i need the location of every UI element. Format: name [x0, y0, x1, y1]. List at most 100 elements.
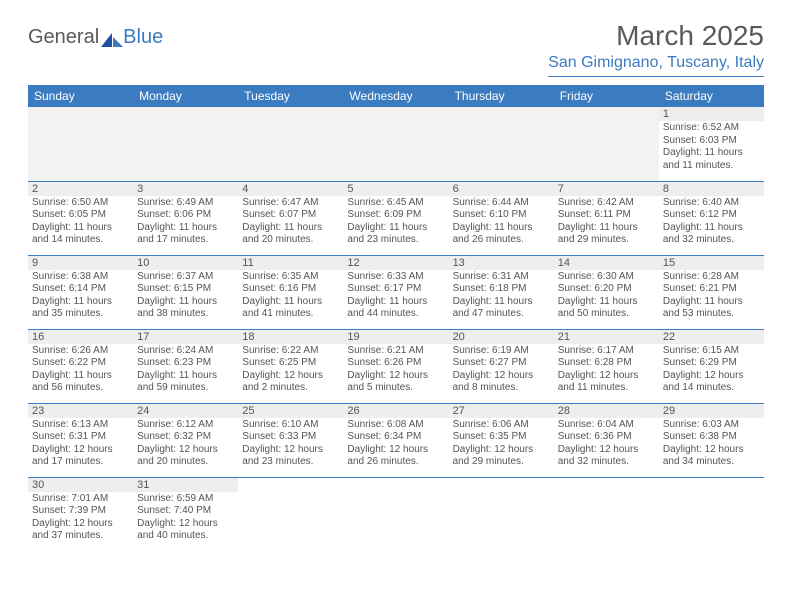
calendar-cell: 1Sunrise: 6:52 AMSunset: 6:03 PMDaylight… [659, 107, 764, 181]
sunset-text: Sunset: 6:28 PM [558, 357, 655, 370]
sunrise-text: Sunrise: 6:45 AM [347, 197, 444, 210]
sunset-text: Sunset: 6:16 PM [242, 283, 339, 296]
calendar-cell [28, 107, 133, 181]
sunset-text: Sunset: 6:17 PM [347, 283, 444, 296]
weekday-header: Thursday [449, 85, 554, 107]
daylight-text: Daylight: 12 hours and 5 minutes. [347, 370, 444, 395]
weekday-header: Saturday [659, 85, 764, 107]
daylight-text: Daylight: 11 hours and 38 minutes. [137, 296, 234, 321]
logo-text-1: General [28, 26, 99, 49]
calendar-cell: 21Sunrise: 6:17 AMSunset: 6:28 PMDayligh… [554, 329, 659, 403]
calendar-row: 2Sunrise: 6:50 AMSunset: 6:05 PMDaylight… [28, 181, 764, 255]
daylight-text: Daylight: 12 hours and 29 minutes. [453, 444, 550, 469]
daylight-text: Daylight: 12 hours and 26 minutes. [347, 444, 444, 469]
sunset-text: Sunset: 6:21 PM [663, 283, 760, 296]
logo-sail-icon [101, 30, 123, 46]
day-details: Sunrise: 6:10 AMSunset: 6:33 PMDaylight:… [238, 418, 343, 471]
sunrise-text: Sunrise: 6:24 AM [137, 345, 234, 358]
sunrise-text: Sunrise: 6:49 AM [137, 197, 234, 210]
calendar-cell: 5Sunrise: 6:45 AMSunset: 6:09 PMDaylight… [343, 181, 448, 255]
day-number: 3 [133, 182, 238, 196]
calendar-row: 30Sunrise: 7:01 AMSunset: 7:39 PMDayligh… [28, 477, 764, 551]
day-details: Sunrise: 6:38 AMSunset: 6:14 PMDaylight:… [28, 270, 133, 323]
sunset-text: Sunset: 7:40 PM [137, 505, 234, 518]
day-number: 22 [659, 330, 764, 344]
calendar-cell: 7Sunrise: 6:42 AMSunset: 6:11 PMDaylight… [554, 181, 659, 255]
calendar-cell: 25Sunrise: 6:10 AMSunset: 6:33 PMDayligh… [238, 403, 343, 477]
sunrise-text: Sunrise: 6:40 AM [663, 197, 760, 210]
sunset-text: Sunset: 6:36 PM [558, 431, 655, 444]
sunrise-text: Sunrise: 6:19 AM [453, 345, 550, 358]
calendar-cell: 31Sunrise: 6:59 AMSunset: 7:40 PMDayligh… [133, 477, 238, 551]
day-number: 31 [133, 478, 238, 492]
calendar-cell: 2Sunrise: 6:50 AMSunset: 6:05 PMDaylight… [28, 181, 133, 255]
sunrise-text: Sunrise: 6:03 AM [663, 419, 760, 432]
weekday-header: Monday [133, 85, 238, 107]
day-number: 21 [554, 330, 659, 344]
day-number: 15 [659, 256, 764, 270]
daylight-text: Daylight: 11 hours and 47 minutes. [453, 296, 550, 321]
sunrise-text: Sunrise: 6:31 AM [453, 271, 550, 284]
sunrise-text: Sunrise: 6:08 AM [347, 419, 444, 432]
sunset-text: Sunset: 6:07 PM [242, 209, 339, 222]
daylight-text: Daylight: 12 hours and 40 minutes. [137, 518, 234, 543]
day-details: Sunrise: 6:03 AMSunset: 6:38 PMDaylight:… [659, 418, 764, 471]
day-details: Sunrise: 6:24 AMSunset: 6:23 PMDaylight:… [133, 344, 238, 397]
sunset-text: Sunset: 6:18 PM [453, 283, 550, 296]
day-number: 28 [554, 404, 659, 418]
calendar-cell: 4Sunrise: 6:47 AMSunset: 6:07 PMDaylight… [238, 181, 343, 255]
daylight-text: Daylight: 12 hours and 23 minutes. [242, 444, 339, 469]
sunrise-text: Sunrise: 6:47 AM [242, 197, 339, 210]
sunrise-text: Sunrise: 6:50 AM [32, 197, 129, 210]
day-number: 4 [238, 182, 343, 196]
sunrise-text: Sunrise: 6:17 AM [558, 345, 655, 358]
weekday-header: Tuesday [238, 85, 343, 107]
daylight-text: Daylight: 11 hours and 41 minutes. [242, 296, 339, 321]
daylight-text: Daylight: 12 hours and 11 minutes. [558, 370, 655, 395]
day-number: 14 [554, 256, 659, 270]
weekday-header: Friday [554, 85, 659, 107]
daylight-text: Daylight: 11 hours and 23 minutes. [347, 222, 444, 247]
sunset-text: Sunset: 6:31 PM [32, 431, 129, 444]
daylight-text: Daylight: 12 hours and 20 minutes. [137, 444, 234, 469]
month-title: March 2025 [548, 20, 764, 52]
location-subtitle: San Gimignano, Tuscany, Italy [548, 54, 764, 77]
sunset-text: Sunset: 6:27 PM [453, 357, 550, 370]
day-details: Sunrise: 6:26 AMSunset: 6:22 PMDaylight:… [28, 344, 133, 397]
sunrise-text: Sunrise: 6:26 AM [32, 345, 129, 358]
sunrise-text: Sunrise: 6:38 AM [32, 271, 129, 284]
sunset-text: Sunset: 7:39 PM [32, 505, 129, 518]
day-details: Sunrise: 6:31 AMSunset: 6:18 PMDaylight:… [449, 270, 554, 323]
sunset-text: Sunset: 6:11 PM [558, 209, 655, 222]
day-details: Sunrise: 6:49 AMSunset: 6:06 PMDaylight:… [133, 196, 238, 249]
daylight-text: Daylight: 11 hours and 44 minutes. [347, 296, 444, 321]
calendar-cell: 30Sunrise: 7:01 AMSunset: 7:39 PMDayligh… [28, 477, 133, 551]
day-details: Sunrise: 6:47 AMSunset: 6:07 PMDaylight:… [238, 196, 343, 249]
sunset-text: Sunset: 6:06 PM [137, 209, 234, 222]
sunset-text: Sunset: 6:03 PM [663, 135, 760, 148]
daylight-text: Daylight: 11 hours and 14 minutes. [32, 222, 129, 247]
sunset-text: Sunset: 6:33 PM [242, 431, 339, 444]
calendar-cell: 18Sunrise: 6:22 AMSunset: 6:25 PMDayligh… [238, 329, 343, 403]
sunrise-text: Sunrise: 6:30 AM [558, 271, 655, 284]
day-details: Sunrise: 6:30 AMSunset: 6:20 PMDaylight:… [554, 270, 659, 323]
day-number: 2 [28, 182, 133, 196]
day-number: 13 [449, 256, 554, 270]
day-number: 20 [449, 330, 554, 344]
day-number: 17 [133, 330, 238, 344]
calendar-cell: 26Sunrise: 6:08 AMSunset: 6:34 PMDayligh… [343, 403, 448, 477]
daylight-text: Daylight: 11 hours and 11 minutes. [663, 147, 760, 172]
day-number: 30 [28, 478, 133, 492]
calendar-row: 9Sunrise: 6:38 AMSunset: 6:14 PMDaylight… [28, 255, 764, 329]
day-details: Sunrise: 6:40 AMSunset: 6:12 PMDaylight:… [659, 196, 764, 249]
sunrise-text: Sunrise: 6:42 AM [558, 197, 655, 210]
calendar-cell: 24Sunrise: 6:12 AMSunset: 6:32 PMDayligh… [133, 403, 238, 477]
sunrise-text: Sunrise: 6:33 AM [347, 271, 444, 284]
sunset-text: Sunset: 6:05 PM [32, 209, 129, 222]
calendar-cell: 22Sunrise: 6:15 AMSunset: 6:29 PMDayligh… [659, 329, 764, 403]
calendar-cell [343, 477, 448, 551]
day-details: Sunrise: 6:37 AMSunset: 6:15 PMDaylight:… [133, 270, 238, 323]
sunset-text: Sunset: 6:14 PM [32, 283, 129, 296]
sunset-text: Sunset: 6:15 PM [137, 283, 234, 296]
day-details: Sunrise: 6:22 AMSunset: 6:25 PMDaylight:… [238, 344, 343, 397]
